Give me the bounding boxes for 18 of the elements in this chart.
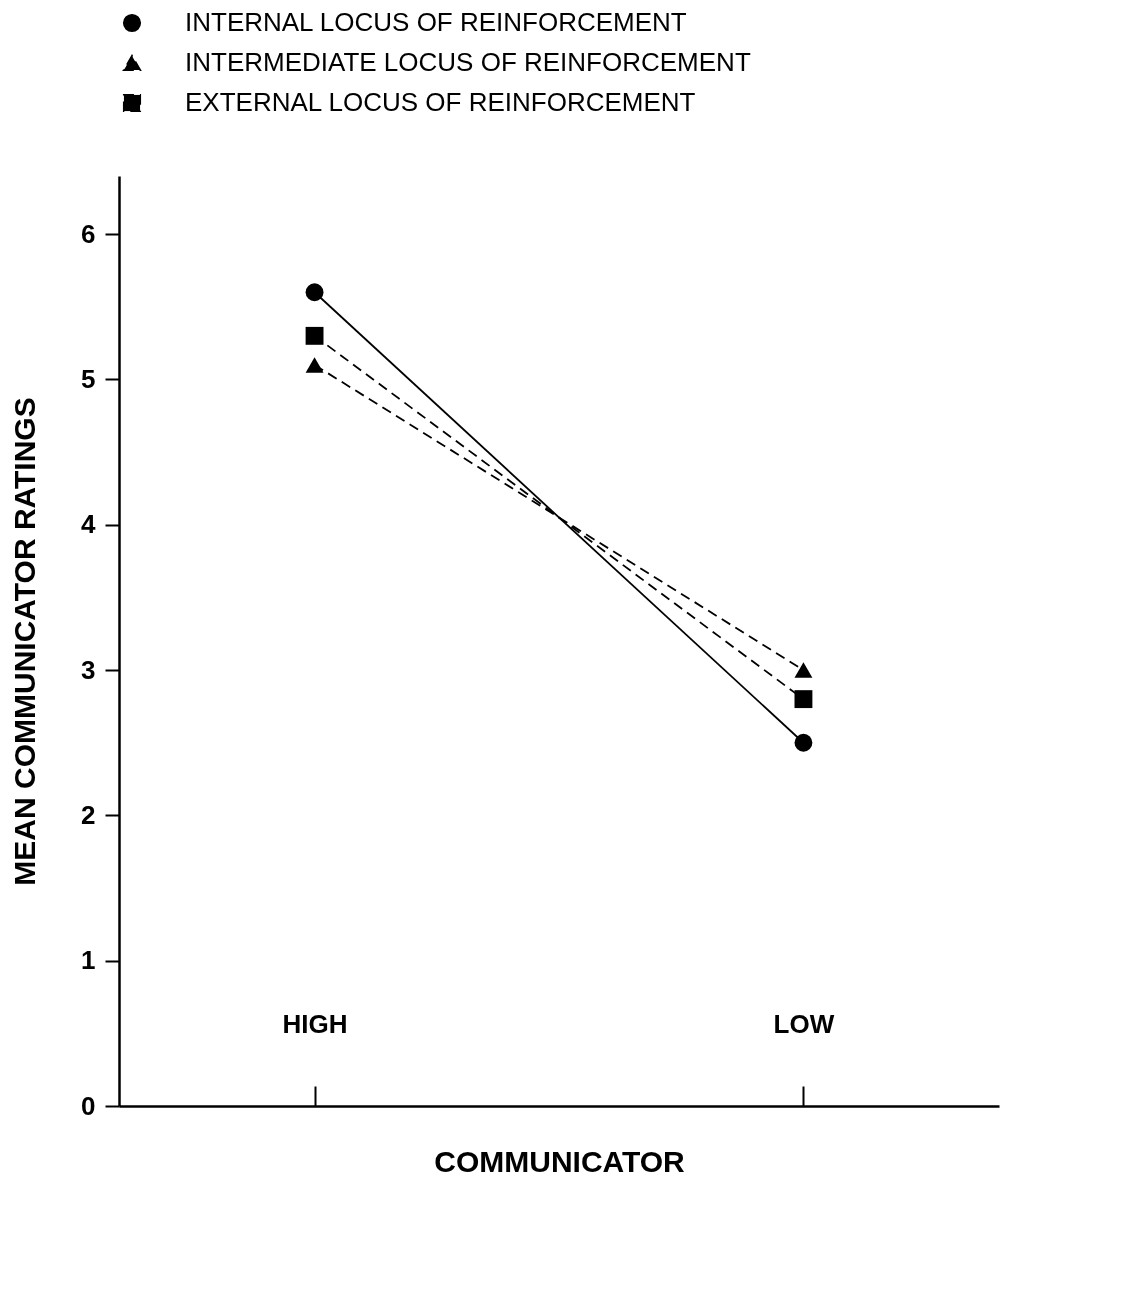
point	[305, 283, 324, 302]
y-axis-title: MEAN COMMUNICATOR RATINGS	[8, 397, 42, 886]
point	[305, 326, 324, 345]
y-tick-label: 3	[81, 654, 96, 685]
x-axis-title: COMMUNICATOR	[434, 1144, 686, 1178]
y-tick-label: 5	[81, 363, 96, 394]
y-tick-label: 1	[81, 945, 96, 976]
point	[794, 690, 813, 709]
x-tick-label: HIGH	[282, 1008, 348, 1039]
y-tick-label: 6	[81, 218, 96, 249]
y-tick-label: 2	[81, 799, 96, 830]
legend-label: INTERNAL LOCUS OF REINFORCEMENT	[185, 7, 687, 37]
legend-label: INTERMEDIATE LOCUS OF REINFORCEMENT	[185, 47, 751, 77]
point	[794, 733, 813, 752]
x-tick-label: LOW	[773, 1008, 835, 1039]
y-tick-label: 4	[81, 509, 97, 540]
y-tick-label: 0	[81, 1090, 96, 1121]
legend-label: EXTERNAL LOCUS OF REINFORCEMENT	[185, 87, 696, 117]
